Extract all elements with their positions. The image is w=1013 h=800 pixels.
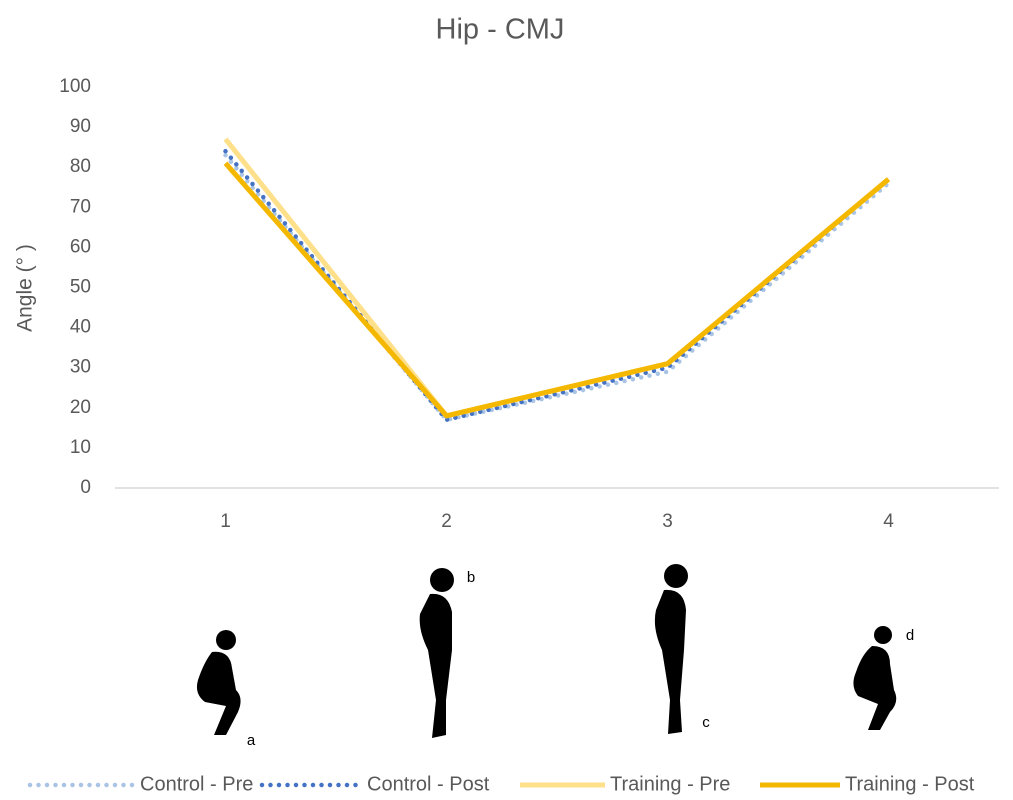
series-line xyxy=(223,148,891,423)
y-tick-label: 70 xyxy=(70,196,91,217)
annotation: a xyxy=(247,732,256,749)
series-line xyxy=(223,152,891,423)
x-tick-label: 4 xyxy=(883,511,894,532)
y-tick-label: 40 xyxy=(70,317,91,338)
y-tick-label: 100 xyxy=(59,76,91,97)
silhouette-stand xyxy=(654,564,688,734)
y-tick-label: 10 xyxy=(70,437,91,458)
annotation: c xyxy=(702,714,710,731)
x-tick-label: 1 xyxy=(220,511,231,532)
legend-label: Control - Pre xyxy=(140,773,253,795)
silhouette-squat xyxy=(196,630,241,735)
legend-label: Control - Post xyxy=(367,773,490,795)
y-tick-label: 80 xyxy=(70,156,91,177)
y-tick-label: 0 xyxy=(80,477,91,498)
x-tick-label: 3 xyxy=(662,511,673,532)
y-axis-label: Angle (° ) xyxy=(14,244,37,332)
legend-label: Training - Post xyxy=(845,773,975,795)
silhouette-stand xyxy=(419,568,454,738)
chart-title: Hip - CMJ xyxy=(436,14,565,46)
silhouette-squat xyxy=(853,626,897,730)
y-tick-label: 60 xyxy=(70,236,91,257)
y-tick-label: 50 xyxy=(70,277,91,298)
annotation: b xyxy=(467,569,475,586)
annotation: d xyxy=(906,627,914,644)
silhouettes xyxy=(196,564,897,738)
y-tick-label: 20 xyxy=(70,397,91,418)
y-tick-label: 90 xyxy=(70,116,91,137)
legend-label: Training - Pre xyxy=(610,773,730,795)
series-line xyxy=(223,161,891,419)
x-tick-label: 2 xyxy=(441,511,452,532)
y-tick-label: 30 xyxy=(70,357,91,378)
